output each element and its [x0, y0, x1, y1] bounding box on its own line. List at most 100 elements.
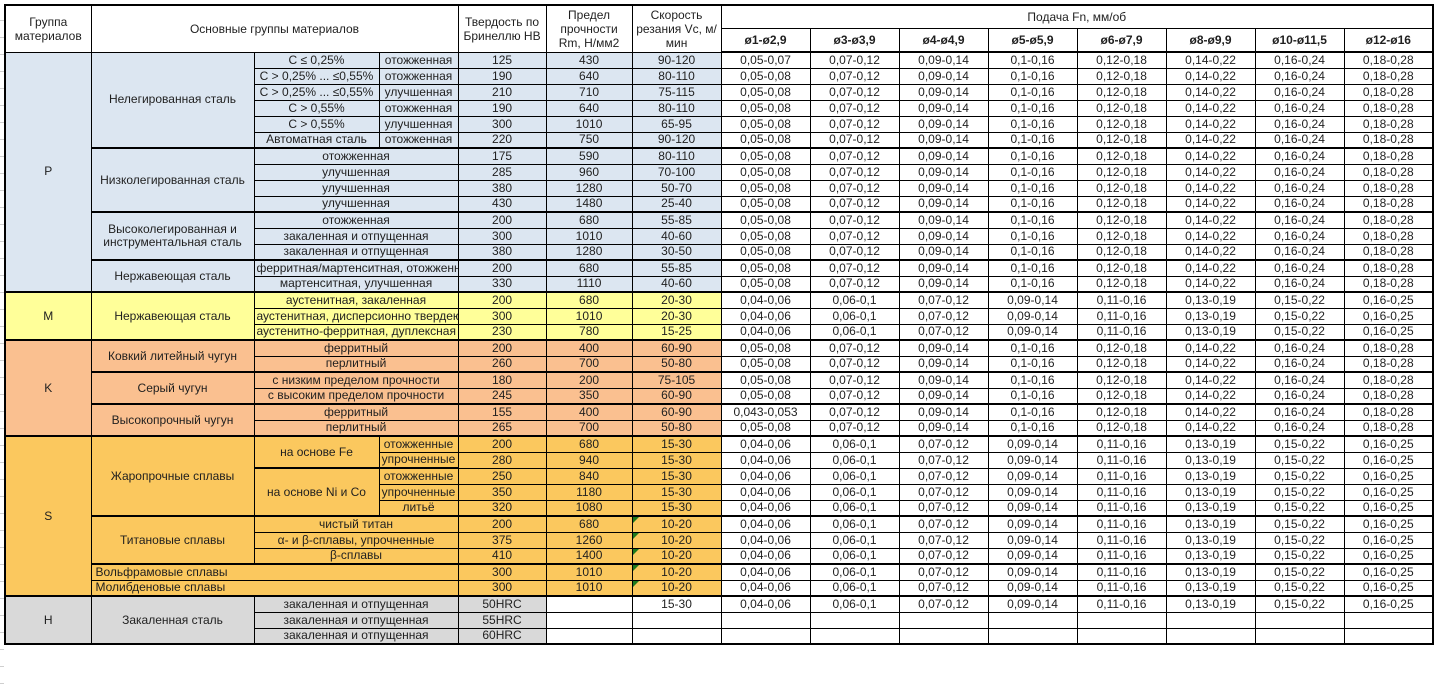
cell-cutting-speed[interactable]: 50-80: [631, 419, 722, 437]
cell-feed-value[interactable]: [987, 611, 1078, 629]
cell-feed-value[interactable]: 0,05-0,08: [720, 211, 811, 229]
cell-hardness-hb[interactable]: 210: [457, 83, 547, 101]
cell-feed-value[interactable]: 0,16-0,24: [1254, 131, 1345, 149]
cell-strength-rm[interactable]: 640: [545, 67, 633, 85]
header-feed-diameter[interactable]: ø3-ø3,9: [809, 27, 900, 53]
cell-feed-value[interactable]: 0,18-0,28: [1343, 243, 1434, 261]
cell-material-family[interactable]: Титановые сплавы: [90, 515, 255, 565]
cell-feed-value[interactable]: 0,13-0,19: [1165, 547, 1256, 565]
cell-feed-value[interactable]: 0,18-0,28: [1343, 51, 1434, 69]
cell-feed-value[interactable]: 0,14-0,22: [1165, 387, 1256, 405]
cell-material-subgroup[interactable]: ферритный: [253, 339, 459, 357]
cell-feed-value[interactable]: 0,18-0,28: [1343, 147, 1434, 165]
cell-feed-value[interactable]: [1076, 611, 1167, 629]
cell-material-family[interactable]: Низколегированная сталь: [90, 147, 255, 213]
cell-strength-rm[interactable]: 400: [545, 339, 633, 357]
cell-strength-rm[interactable]: 710: [545, 83, 633, 101]
cell-feed-value[interactable]: 0,11-0,16: [1076, 323, 1167, 341]
cell-feed-value[interactable]: 0,05-0,08: [720, 115, 811, 133]
cell-feed-value[interactable]: 0,13-0,19: [1165, 499, 1256, 517]
cell-feed-value[interactable]: 0,14-0,22: [1165, 211, 1256, 229]
cell-feed-value[interactable]: 0,06-0,1: [809, 435, 900, 453]
cell-material-subgroup[interactable]: мартенситная, улучшенная: [253, 275, 459, 293]
cell-feed-value[interactable]: 0,1-0,16: [987, 179, 1078, 197]
cell-feed-value[interactable]: 0,07-0,12: [898, 323, 989, 341]
cell-feed-value[interactable]: 0,11-0,16: [1076, 483, 1167, 501]
cell-material-subgroup[interactable]: C > 0,25% ... ≤0,55%: [253, 83, 380, 101]
cell-feed-value[interactable]: 0,07-0,12: [809, 339, 900, 357]
cell-feed-value[interactable]: 0,09-0,14: [987, 563, 1078, 581]
cell-feed-value[interactable]: 0,16-0,24: [1254, 403, 1345, 421]
cell-cutting-speed[interactable]: [631, 627, 722, 645]
cell-feed-value[interactable]: 0,13-0,19: [1165, 579, 1256, 597]
cell-feed-value[interactable]: 0,16-0,25: [1343, 579, 1434, 597]
cell-feed-value[interactable]: 0,09-0,14: [898, 387, 989, 405]
cell-feed-value[interactable]: 0,1-0,16: [987, 147, 1078, 165]
cell-material-family[interactable]: Высокопрочный чугун: [90, 403, 255, 437]
cell-feed-value[interactable]: 0,09-0,14: [987, 595, 1078, 613]
cell-feed-value[interactable]: 0,12-0,18: [1076, 243, 1167, 261]
cell-feed-value[interactable]: 0,16-0,25: [1343, 563, 1434, 581]
cell-feed-value[interactable]: 0,15-0,22: [1254, 579, 1345, 597]
cell-feed-value[interactable]: 0,1-0,16: [987, 419, 1078, 437]
cell-feed-value[interactable]: 0,07-0,12: [809, 243, 900, 261]
cell-cutting-speed[interactable]: 10-20: [631, 579, 722, 597]
cell-material-subgroup[interactable]: перлитный: [253, 419, 459, 437]
cell-strength-rm[interactable]: 200: [545, 371, 633, 389]
cell-hardness-hb[interactable]: 50HRC: [457, 595, 547, 613]
cell-strength-rm[interactable]: 700: [545, 355, 633, 373]
cell-feed-value[interactable]: 0,07-0,12: [898, 595, 989, 613]
cell-feed-value[interactable]: [898, 611, 989, 629]
cell-feed-value[interactable]: 0,09-0,14: [987, 499, 1078, 517]
cell-hardness-hb[interactable]: 180: [457, 371, 547, 389]
cell-feed-value[interactable]: 0,18-0,28: [1343, 371, 1434, 389]
cell-hardness-hb[interactable]: 380: [457, 243, 547, 261]
cell-feed-value[interactable]: 0,06-0,1: [809, 515, 900, 533]
cell-feed-value[interactable]: 0,12-0,18: [1076, 259, 1167, 277]
cell-feed-value[interactable]: 0,09-0,14: [987, 515, 1078, 533]
cell-cutting-speed[interactable]: 60-90: [631, 387, 722, 405]
cell-feed-value[interactable]: 0,11-0,16: [1076, 595, 1167, 613]
cell-hardness-hb[interactable]: 245: [457, 387, 547, 405]
cell-material-state[interactable]: улучшенная: [378, 115, 459, 133]
cell-feed-value[interactable]: 0,1-0,16: [987, 227, 1078, 245]
cell-material-state[interactable]: отожженная: [378, 131, 459, 149]
cell-strength-rm[interactable]: 1010: [545, 227, 633, 245]
cell-feed-value[interactable]: 0,14-0,22: [1165, 163, 1256, 181]
cell-cutting-speed[interactable]: 60-90: [631, 339, 722, 357]
cell-hardness-hb[interactable]: 175: [457, 147, 547, 165]
cell-feed-value[interactable]: 0,05-0,08: [720, 419, 811, 437]
cell-feed-value[interactable]: 0,11-0,16: [1076, 451, 1167, 469]
cell-feed-value[interactable]: 0,1-0,16: [987, 403, 1078, 421]
cell-feed-value[interactable]: 0,13-0,19: [1165, 307, 1256, 325]
cell-feed-value[interactable]: 0,1-0,16: [987, 371, 1078, 389]
cell-feed-value[interactable]: 0,15-0,22: [1254, 435, 1345, 453]
cell-feed-value[interactable]: 0,09-0,14: [898, 355, 989, 373]
cell-hardness-hb[interactable]: 230: [457, 323, 547, 341]
cell-hardness-hb[interactable]: 260: [457, 355, 547, 373]
cell-material-state[interactable]: улучшенная: [378, 83, 459, 101]
cell-feed-value[interactable]: 0,09-0,14: [987, 547, 1078, 565]
cell-feed-value[interactable]: [1076, 627, 1167, 645]
cell-feed-value[interactable]: 0,14-0,22: [1165, 227, 1256, 245]
cell-feed-value[interactable]: 0,07-0,12: [809, 179, 900, 197]
cell-material-family[interactable]: Высоколегированная и инструментальная ст…: [90, 211, 255, 261]
cell-feed-value[interactable]: 0,1-0,16: [987, 355, 1078, 373]
cell-hardness-hb[interactable]: 155: [457, 403, 547, 421]
cell-feed-value[interactable]: [809, 627, 900, 645]
cell-feed-value[interactable]: [987, 627, 1078, 645]
cell-feed-value[interactable]: 0,04-0,06: [720, 563, 811, 581]
cell-feed-value[interactable]: 0,18-0,28: [1343, 227, 1434, 245]
cell-feed-value[interactable]: 0,16-0,25: [1343, 595, 1434, 613]
cell-feed-value[interactable]: 0,15-0,22: [1254, 451, 1345, 469]
cell-strength-rm[interactable]: 1010: [545, 579, 633, 597]
header-strength-rm[interactable]: Предел прочности Rm, Н/мм2: [545, 4, 633, 53]
header-feed-diameter[interactable]: ø8-ø9,9: [1165, 27, 1256, 53]
cell-feed-value[interactable]: 0,07-0,12: [898, 499, 989, 517]
cell-feed-value[interactable]: 0,12-0,18: [1076, 403, 1167, 421]
cell-feed-value[interactable]: 0,1-0,16: [987, 131, 1078, 149]
cell-feed-value[interactable]: 0,06-0,1: [809, 579, 900, 597]
cell-feed-value[interactable]: 0,16-0,25: [1343, 307, 1434, 325]
cell-feed-value[interactable]: 0,09-0,14: [898, 227, 989, 245]
cell-cutting-speed[interactable]: 15-30: [631, 435, 722, 453]
